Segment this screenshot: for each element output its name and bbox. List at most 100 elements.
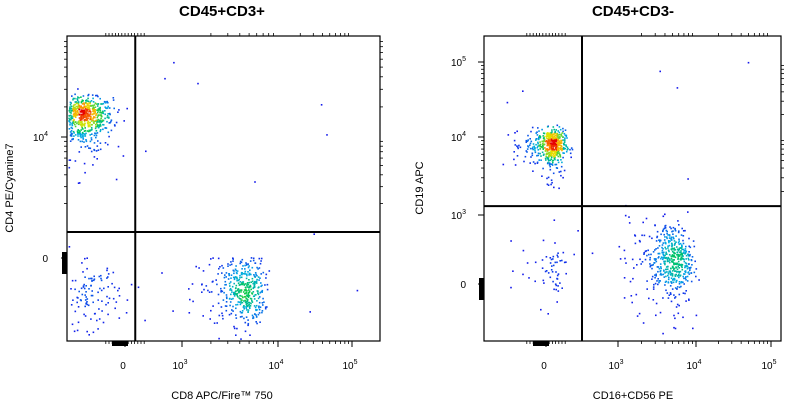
event-dot (95, 119, 97, 122)
event-dot (628, 216, 630, 218)
event-dot (544, 135, 546, 138)
event-dot (106, 269, 108, 272)
event-dot (513, 139, 516, 142)
event-dot (233, 270, 235, 272)
event-dot (554, 139, 556, 141)
event-dot (77, 129, 80, 131)
event-dot (659, 240, 661, 243)
event-dot (690, 259, 693, 261)
event-dot (108, 116, 110, 119)
event-dot (261, 302, 264, 304)
event-dot (677, 241, 680, 244)
event-dot (678, 247, 681, 250)
event-dot (648, 235, 651, 238)
event-dot (536, 154, 538, 157)
event-dot (255, 321, 257, 323)
event-dot (522, 90, 524, 92)
event-dot (628, 222, 631, 224)
event-dot (678, 267, 680, 269)
event-dot (518, 144, 520, 147)
event-dot (82, 135, 85, 137)
event-dot (93, 278, 96, 280)
event-dot (253, 298, 256, 300)
event-dot (80, 96, 82, 98)
event-dot (670, 277, 673, 279)
event-dot (172, 310, 174, 312)
event-dot (548, 148, 550, 151)
event-dot (546, 156, 548, 159)
event-dot (95, 150, 98, 152)
event-dot (70, 107, 72, 110)
event-dot (639, 258, 641, 261)
event-dot (548, 134, 551, 136)
event-dot (652, 299, 655, 301)
event-dot (241, 258, 244, 261)
event-dot (536, 146, 539, 149)
event-dot (92, 109, 95, 111)
event-dot (93, 122, 95, 124)
event-dot (242, 296, 244, 299)
event-dot (91, 294, 94, 297)
event-dot (530, 130, 532, 133)
y-axis-label: CD4 PE/Cyanine7 (4, 143, 16, 232)
event-dot (675, 270, 677, 272)
event-dot (687, 271, 690, 273)
event-dot (670, 239, 673, 241)
event-dot (244, 330, 247, 333)
event-dot (687, 211, 689, 213)
event-dot (676, 303, 679, 306)
event-dot (90, 105, 93, 107)
event-dot (676, 286, 679, 288)
event-dot (536, 134, 539, 136)
event-dot (100, 114, 102, 117)
event-dot (232, 297, 234, 300)
y-tick-label: 0 (460, 280, 466, 291)
event-dot (549, 145, 551, 147)
event-dot (538, 136, 540, 138)
event-dot (553, 149, 556, 151)
event-dot (77, 321, 80, 324)
event-dot (238, 291, 240, 294)
event-dot (684, 252, 687, 255)
event-dot (551, 143, 554, 145)
event-dot (73, 330, 76, 333)
event-dot (656, 266, 659, 268)
event-dot (264, 306, 267, 308)
event-dot (245, 277, 248, 280)
event-dot (81, 262, 83, 264)
event-dot (680, 264, 682, 266)
event-dot (264, 284, 266, 286)
event-dot (557, 141, 560, 144)
event-dot (82, 132, 84, 135)
event-dot (80, 299, 82, 302)
event-dot (81, 121, 83, 123)
event-dot (660, 274, 663, 276)
event-dot (526, 140, 529, 142)
event-dot (81, 140, 84, 143)
event-dot (676, 251, 678, 254)
event-dot (236, 327, 238, 330)
event-dot (562, 146, 565, 149)
event-dot (75, 105, 78, 108)
event-dot (77, 135, 79, 137)
event-dot (674, 327, 677, 330)
event-dot (682, 242, 685, 245)
event-dot (554, 137, 556, 140)
event-dot (91, 277, 93, 280)
event-dot (682, 316, 684, 319)
event-dot (86, 145, 89, 147)
event-dot (691, 264, 693, 266)
event-dot (665, 266, 668, 268)
event-dot (560, 145, 563, 147)
event-dot (220, 287, 222, 290)
event-dot (106, 116, 109, 119)
event-dot (106, 107, 109, 109)
x-tick-label: 104 (686, 359, 701, 372)
event-dot (653, 283, 655, 286)
event-dot (526, 151, 528, 153)
event-dot (73, 112, 76, 115)
event-dot (516, 155, 519, 157)
event-dot (93, 109, 96, 112)
event-dot (235, 269, 237, 272)
event-dot (77, 106, 79, 109)
